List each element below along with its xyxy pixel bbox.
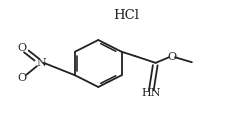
Text: O: O: [168, 52, 176, 61]
Text: HN: HN: [141, 88, 161, 98]
Text: O: O: [18, 73, 27, 83]
Text: O: O: [18, 43, 27, 53]
Text: HCl: HCl: [113, 9, 139, 22]
Text: N: N: [36, 58, 46, 68]
